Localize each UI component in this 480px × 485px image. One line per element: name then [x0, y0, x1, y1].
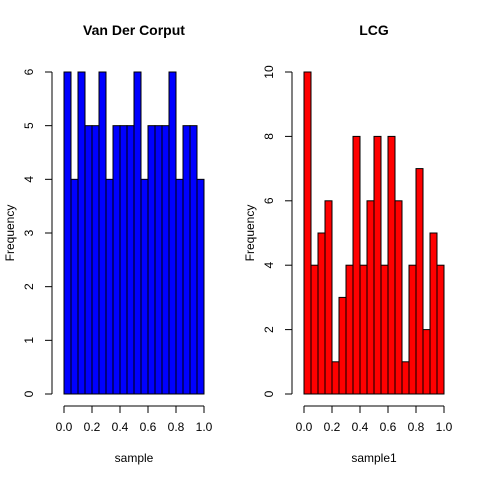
- y-tick-label: 4: [22, 176, 36, 183]
- y-tick-label: 4: [262, 262, 276, 269]
- histogram-bar: [359, 264, 368, 395]
- histogram-bar: [112, 125, 121, 395]
- histogram-bar: [345, 264, 354, 395]
- histogram-bar: [380, 264, 389, 395]
- y-axis-label: Frequency: [243, 205, 257, 262]
- y-axis: 0 1 2 3 4 5 6: [22, 68, 53, 397]
- x-tick-label: 0.4: [352, 420, 369, 434]
- histogram-bar: [387, 135, 396, 395]
- histogram-bar: [338, 296, 347, 395]
- panel-lcg: LCG sample1 Frequency 0.0 0.2 0.4 0.6 0.8 1.0…: [243, 22, 453, 465]
- y-axis: 0 2 4 6 8 10: [262, 65, 293, 397]
- y-tick-label: 10: [262, 65, 276, 79]
- x-tick-label: 0.4: [112, 420, 129, 434]
- y-tick-label: 8: [262, 133, 276, 140]
- histogram-bar: [196, 178, 205, 395]
- bars: [63, 71, 205, 395]
- x-tick-label: 1.0: [196, 420, 213, 434]
- histogram-bar: [189, 125, 198, 395]
- x-axis-label: sample: [115, 451, 154, 465]
- histogram-bar: [161, 125, 170, 395]
- x-tick-label: 0.0: [296, 420, 313, 434]
- histogram-bar: [331, 361, 340, 395]
- y-tick-label: 2: [262, 326, 276, 333]
- chart-title: Van Der Corput: [83, 22, 185, 38]
- y-tick-label: 0: [262, 390, 276, 397]
- x-axis: 0.0 0.2 0.4 0.6 0.8 1.0: [296, 405, 453, 434]
- histogram-bar: [63, 71, 72, 395]
- x-tick-label: 0.2: [84, 420, 101, 434]
- histogram-bar: [373, 135, 382, 395]
- histogram-bar: [154, 125, 163, 395]
- histogram-bar: [422, 329, 431, 395]
- x-tick-label: 0.2: [324, 420, 341, 434]
- x-tick-label: 0.8: [168, 420, 185, 434]
- histogram-bar: [98, 71, 107, 395]
- y-tick-label: 1: [22, 337, 36, 344]
- histogram-bar: [310, 264, 319, 395]
- x-tick-label: 0.6: [380, 420, 397, 434]
- histogram-bar: [119, 125, 128, 395]
- y-tick-label: 6: [262, 197, 276, 204]
- chart-title: LCG: [359, 22, 389, 38]
- histogram-bar: [147, 125, 156, 395]
- histogram-bar: [105, 178, 114, 395]
- x-tick-label: 1.0: [436, 420, 453, 434]
- histogram-bar: [324, 200, 333, 395]
- histogram-bar: [401, 361, 410, 395]
- histogram-bar: [303, 71, 312, 395]
- panel-van-der-corput: Van Der Corput sample Frequency 0.0 0.2 0.…: [3, 22, 213, 465]
- x-tick-label: 0.0: [56, 420, 73, 434]
- histogram-bar: [415, 168, 424, 395]
- histogram-bar: [394, 200, 403, 395]
- y-tick-label: 2: [22, 283, 36, 290]
- x-axis-label: sample1: [351, 451, 397, 465]
- histogram-bar: [408, 264, 417, 395]
- histogram-bar: [168, 71, 177, 395]
- histogram-bar: [126, 125, 135, 395]
- histogram-bar: [175, 178, 184, 395]
- histogram-bar: [91, 125, 100, 395]
- histogram-bar: [436, 264, 445, 395]
- histogram-bar: [84, 125, 93, 395]
- histogram-bar: [317, 232, 326, 395]
- histogram-bar: [182, 125, 191, 395]
- y-tick-label: 5: [22, 122, 36, 129]
- histogram-bar: [366, 200, 375, 395]
- histogram-bar: [140, 178, 149, 395]
- bars: [303, 71, 445, 395]
- y-tick-label: 6: [22, 68, 36, 75]
- histogram-bar: [70, 178, 79, 395]
- y-axis-label: Frequency: [3, 205, 17, 262]
- y-tick-label: 3: [22, 229, 36, 236]
- x-axis: 0.0 0.2 0.4 0.6 0.8 1.0: [56, 405, 213, 434]
- histogram-bar: [352, 135, 361, 395]
- histogram-bar: [429, 232, 438, 395]
- x-tick-label: 0.6: [140, 420, 157, 434]
- histogram-bar: [133, 71, 142, 395]
- histogram-bar: [77, 71, 86, 395]
- x-tick-label: 0.8: [408, 420, 425, 434]
- y-tick-label: 0: [22, 390, 36, 397]
